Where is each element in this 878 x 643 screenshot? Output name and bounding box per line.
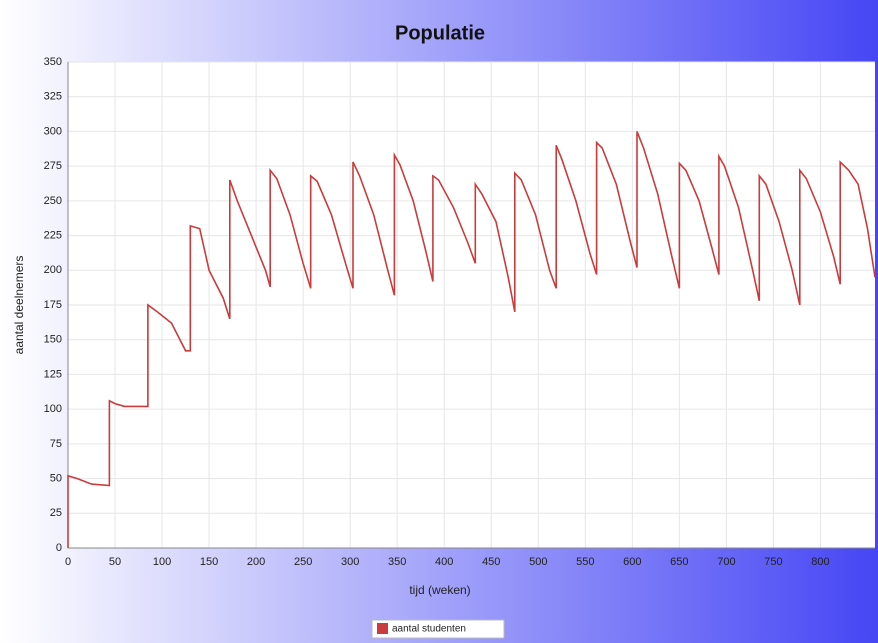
- x-tick-label: 200: [247, 556, 265, 568]
- y-tick-label: 50: [50, 472, 62, 484]
- x-tick-label: 150: [200, 556, 218, 568]
- y-axis-title: aantal deelnemers: [12, 256, 26, 355]
- y-tick-label: 300: [44, 125, 62, 137]
- x-tick-label: 750: [764, 556, 782, 568]
- x-tick-label: 550: [576, 556, 594, 568]
- x-tick-label: 800: [811, 556, 829, 568]
- legend-box: [371, 619, 505, 639]
- y-tick-label: 150: [44, 334, 62, 346]
- legend-swatch: [377, 623, 388, 634]
- chart-title: Populatie: [395, 22, 485, 44]
- x-tick-label: 500: [529, 556, 547, 568]
- legend-label: aantal studenten: [392, 624, 466, 635]
- x-tick-label: 700: [717, 556, 735, 568]
- x-axis-title: tijd (weken): [409, 583, 470, 597]
- x-tick-label: 600: [623, 556, 641, 568]
- y-tick-label: 0: [56, 542, 62, 554]
- y-tick-label: 175: [44, 299, 62, 311]
- x-tick-label: 250: [294, 556, 312, 568]
- x-tick-label: 300: [341, 556, 359, 568]
- y-tick-label: 125: [44, 368, 62, 380]
- x-tick-label: 100: [153, 556, 171, 568]
- x-tick-label: 450: [482, 556, 500, 568]
- x-tick-label: 650: [670, 556, 688, 568]
- y-tick-label: 250: [44, 195, 62, 207]
- y-tick-label: 325: [44, 91, 62, 103]
- y-tick-label: 225: [44, 229, 62, 241]
- x-tick-label: 350: [388, 556, 406, 568]
- y-tick-label: 275: [44, 160, 62, 172]
- y-tick-label: 200: [44, 264, 62, 276]
- y-tick-label: 75: [50, 438, 62, 450]
- y-tick-label: 350: [44, 56, 62, 68]
- x-tick-label: 50: [109, 556, 121, 568]
- y-tick-label: 100: [44, 403, 62, 415]
- y-tick-label: 25: [50, 507, 62, 519]
- x-tick-label: 400: [435, 556, 453, 568]
- data-line: [67, 131, 876, 548]
- x-tick-label: 0: [65, 556, 71, 568]
